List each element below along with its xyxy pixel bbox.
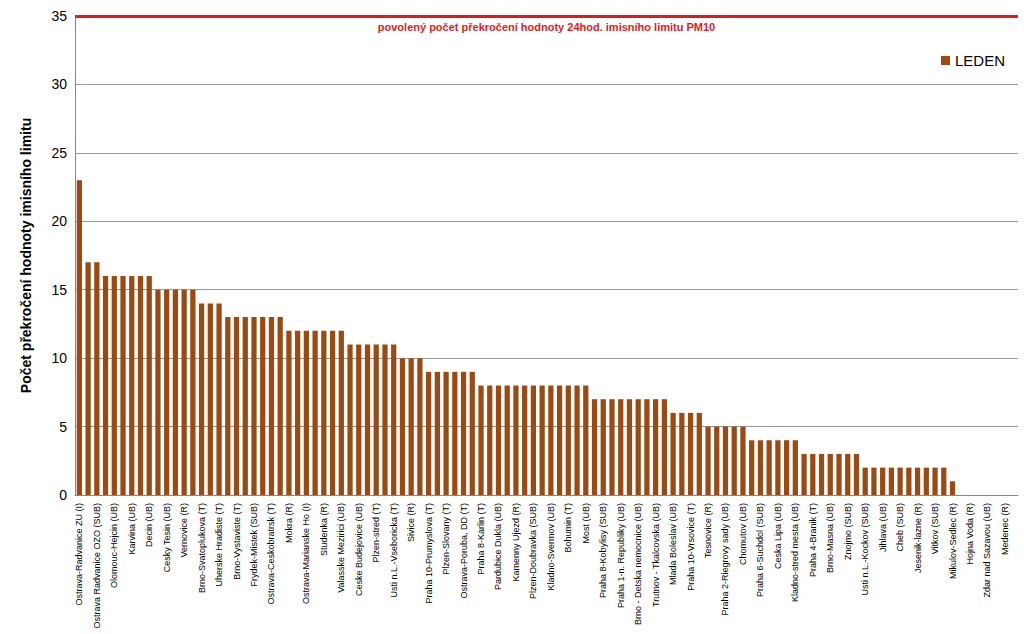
svg-text:Sivice (R): Sivice (R) (406, 503, 416, 542)
svg-text:Olomouc-Hejcin (UB): Olomouc-Hejcin (UB) (109, 503, 119, 588)
svg-text:Chomutov (UB): Chomutov (UB) (738, 503, 748, 565)
svg-text:0: 0 (59, 487, 67, 503)
svg-text:Cesky Tesin (UB): Cesky Tesin (UB) (162, 503, 172, 572)
svg-text:Brno - Detska nemocnice (UB): Brno - Detska nemocnice (UB) (633, 503, 643, 625)
svg-text:Vernovice (R): Vernovice (R) (179, 503, 189, 558)
svg-text:Brno-Masna (UB): Brno-Masna (UB) (825, 503, 835, 573)
svg-text:20: 20 (51, 213, 67, 229)
svg-text:Počet překročení hodnoty imisn: Počet překročení hodnoty imisního limitu (18, 118, 34, 393)
svg-text:Brno-Svatoplukova (T): Brno-Svatoplukova (T) (197, 503, 207, 593)
svg-text:Plzen-Slovany (T): Plzen-Slovany (T) (441, 503, 451, 575)
svg-text:LEDEN: LEDEN (955, 52, 1005, 69)
svg-text:Plzen-stred (T): Plzen-stred (T) (371, 503, 381, 563)
svg-text:Valasske Mezirici (UB): Valasske Mezirici (UB) (336, 503, 346, 593)
svg-text:Praha 10-Vrsovice (T): Praha 10-Vrsovice (T) (686, 503, 696, 591)
svg-text:Kamenny Ujezd (R): Kamenny Ujezd (R) (511, 503, 521, 582)
svg-text:Praha 1-n. Republiky (UB): Praha 1-n. Republiky (UB) (616, 503, 626, 608)
svg-text:Cheb (SUB): Cheb (SUB) (895, 503, 905, 552)
svg-text:Uherske Hradiste (T): Uherske Hradiste (T) (214, 503, 224, 587)
svg-text:Frydek-Mistek (SUB): Frydek-Mistek (SUB) (249, 503, 259, 587)
svg-text:10: 10 (51, 350, 67, 366)
svg-text:Tesnovice (R): Tesnovice (R) (703, 503, 713, 558)
svg-text:Kladno-stred mesta (UB): Kladno-stred mesta (UB) (790, 503, 800, 602)
svg-text:Most (UB): Most (UB) (581, 503, 591, 544)
svg-text:Praha 6-Suchdol (SUB): Praha 6-Suchdol (SUB) (755, 503, 765, 597)
svg-text:Hojna Voda (R): Hojna Voda (R) (965, 503, 975, 565)
svg-text:Jihlava (UB): Jihlava (UB) (878, 503, 888, 552)
svg-text:Praha 8-Karlin (T): Praha 8-Karlin (T) (476, 503, 486, 575)
svg-text:Trutnov - Tkalcovska (UB): Trutnov - Tkalcovska (UB) (651, 503, 661, 607)
svg-text:Ostrava Radvanice OZO (SUB): Ostrava Radvanice OZO (SUB) (92, 503, 102, 629)
svg-text:Studenka (R): Studenka (R) (319, 503, 329, 556)
svg-text:povolený počet překročení hodn: povolený počet překročení hodnoty 24hod.… (378, 21, 715, 33)
svg-text:Praha 10-Prumyslova (T): Praha 10-Prumyslova (T) (424, 503, 434, 604)
svg-text:5: 5 (59, 419, 67, 435)
svg-text:Zdar nad Sazavou (UB): Zdar nad Sazavou (UB) (982, 503, 992, 598)
svg-text:Ostrava-Poruba, DD (T): Ostrava-Poruba, DD (T) (459, 503, 469, 599)
svg-text:Ceska Lipa (UB): Ceska Lipa (UB) (773, 503, 783, 569)
svg-text:Ceske Budejovice (UB): Ceske Budejovice (UB) (354, 503, 364, 596)
svg-text:15: 15 (51, 282, 67, 298)
svg-text:Znojmo (SUB): Znojmo (SUB) (843, 503, 853, 560)
svg-text:Mikulov-Sedlec (R): Mikulov-Sedlec (R) (948, 503, 958, 579)
svg-text:Mlada Boleslav (UB): Mlada Boleslav (UB) (668, 503, 678, 585)
svg-text:Praha 2-Riegrovy sady (UB): Praha 2-Riegrovy sady (UB) (720, 503, 730, 616)
svg-text:Medenec (R): Medenec (R) (1000, 503, 1010, 555)
svg-text:Plzen-Doubravka (SUB): Plzen-Doubravka (SUB) (528, 503, 538, 599)
svg-text:Usti n.L.-Vseboricka (T): Usti n.L.-Vseboricka (T) (389, 503, 399, 598)
svg-text:Ostrava-Ceskobratrsk (T): Ostrava-Ceskobratrsk (T) (266, 503, 276, 605)
svg-text:Karvina (UB): Karvina (UB) (127, 503, 137, 555)
svg-text:25: 25 (51, 145, 67, 161)
svg-text:Vitkov (SUB): Vitkov (SUB) (930, 503, 940, 554)
svg-text:Pardubice Dukla (UB): Pardubice Dukla (UB) (493, 503, 503, 590)
svg-text:Ostrava-Radvanice ZU (I): Ostrava-Radvanice ZU (I) (74, 503, 84, 606)
svg-text:Praha 4-Branik (T): Praha 4-Branik (T) (808, 503, 818, 577)
svg-text:Bohumin (T): Bohumin (T) (563, 503, 573, 553)
svg-text:Jesenik-lazne (R): Jesenik-lazne (R) (913, 503, 923, 573)
svg-text:Praha 8-Kobylisy (SUB): Praha 8-Kobylisy (SUB) (598, 503, 608, 598)
svg-text:Usti n.L.-Kockov (SUB): Usti n.L.-Kockov (SUB) (860, 503, 870, 596)
svg-text:35: 35 (51, 8, 67, 24)
svg-text:Mokra (R): Mokra (R) (284, 503, 294, 543)
svg-text:Brno-Vystaviste (T): Brno-Vystaviste (T) (232, 503, 242, 580)
svg-text:30: 30 (51, 76, 67, 92)
svg-text:Kladno-Svermov (UB): Kladno-Svermov (UB) (546, 503, 556, 591)
svg-text:Ostrava-Marianske Ho (I): Ostrava-Marianske Ho (I) (301, 503, 311, 604)
svg-text:Decin (UB): Decin (UB) (144, 503, 154, 547)
